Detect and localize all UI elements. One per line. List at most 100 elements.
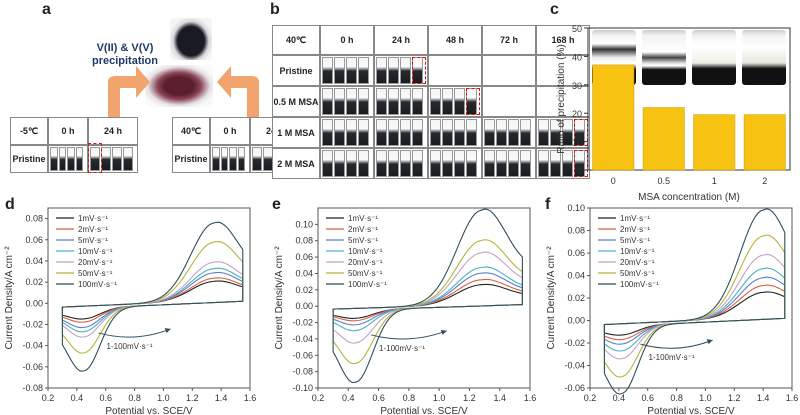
vial-photo-05 [642, 30, 686, 85]
legend-label: 10mV·s⁻¹ [348, 247, 383, 256]
x-axis-label: MSA concentration (M) [638, 192, 740, 203]
legend-label: 5mV·s⁻¹ [620, 236, 650, 245]
scan-arrow [98, 328, 171, 338]
legend-label: 100mV·s⁻¹ [78, 280, 117, 289]
legend-label: 10mV·s⁻¹ [620, 247, 655, 256]
table-b-time-header: 72 h [482, 25, 536, 55]
table-b-cell [536, 86, 590, 117]
x-tick-label: 0.6 [372, 393, 385, 403]
arrow-left-up [108, 66, 150, 118]
table-b-row3-vial [412, 150, 423, 177]
precip-highlight-box [412, 57, 426, 84]
y-tick-label: -0.04 [22, 341, 43, 351]
precip-title-line2: precipitation [91, 55, 158, 67]
y-tick-label: 0.02 [25, 277, 43, 287]
x-tick-label: 1.2 [463, 393, 476, 403]
x-tick-label: 1.4 [215, 393, 228, 403]
table-b-row3-vial [442, 150, 453, 177]
arrow-right-up [217, 66, 259, 118]
vial-photo-1 [692, 30, 736, 85]
y-tick-label: -0.06 [564, 383, 585, 393]
table-b-row0-vial [334, 57, 345, 84]
legend-label: 2mV·s⁻¹ [620, 225, 650, 234]
table-b-row2-vial [538, 119, 549, 146]
scan-arrow [640, 339, 713, 349]
table-a1-0h-vial [212, 147, 220, 171]
y-tick-label: 0.06 [25, 235, 43, 245]
table-b-row1-vial [388, 88, 399, 115]
y-tick-label: 0.06 [295, 252, 313, 262]
y-axis-label: Current Density/A cm⁻² [546, 246, 557, 350]
x-tick-label: 0.6 [641, 393, 654, 403]
table-b-time-header: 168 h [536, 25, 590, 55]
y-tick-label: 0.02 [295, 285, 313, 295]
panel-a-label: a [42, 1, 51, 18]
table-b-row2-vial [442, 119, 453, 146]
y-tick-label: 30 [572, 81, 582, 91]
table-b-row2-vial [346, 119, 357, 146]
cv-series-line [61, 221, 244, 372]
table-b-row1-vial [322, 88, 333, 115]
panel-b-label: b [270, 1, 280, 18]
table-b-row3-vial [496, 150, 507, 177]
table-b-row1-vial [412, 88, 423, 115]
table-a1-time-header: 0 h [210, 117, 250, 145]
legend-label: 5mV·s⁻¹ [78, 236, 108, 245]
y-tick-label: -0.08 [292, 367, 313, 377]
vial-photo-2 [742, 30, 786, 85]
y-tick-label: 50 [572, 24, 582, 34]
table-b-row2-vial [454, 119, 465, 146]
y-tick-label: 0.08 [295, 236, 313, 246]
y-tick-label: 0.08 [567, 226, 585, 236]
x-tick-label: 1.0 [157, 393, 170, 403]
legend-label: 2mV·s⁻¹ [78, 225, 108, 234]
table-b-row2-vial [376, 119, 387, 146]
table-b-row0-vial [346, 57, 357, 84]
table-b-row3-vial [358, 150, 369, 177]
y-tick-label: 0.00 [295, 301, 313, 311]
table-b-row0-vial [400, 57, 411, 84]
y-tick-label: 0.00 [25, 298, 43, 308]
table-b-row1-vial [454, 88, 465, 115]
y-tick-label: 0.10 [295, 219, 313, 229]
x-tick-label: 1.6 [786, 393, 799, 403]
table-b-row2-vial [388, 119, 399, 146]
y-axis-label: Current Density/A cm⁻² [4, 246, 15, 350]
y-tick-label: 10 [572, 138, 582, 148]
bar [642, 107, 685, 171]
panel-d-label: d [5, 196, 15, 213]
table-b-row1-vial [376, 88, 387, 115]
y-tick-label: 0.00 [567, 316, 585, 326]
x-tick-label: 1.2 [186, 393, 199, 403]
x-axis-label: Potential vs. SCE/V [380, 406, 468, 415]
cv-series-line [603, 234, 786, 378]
table-b-cell [428, 55, 482, 86]
table-b-row2-vial [496, 119, 507, 146]
y-tick-label: 0.08 [25, 214, 43, 224]
panel-c-label: c [550, 1, 559, 18]
table-b-row3-vial [430, 150, 441, 177]
chart-frame [317, 207, 531, 389]
y-tick-label: -0.08 [22, 383, 43, 393]
y-tick-label: 20 [572, 109, 582, 119]
chart-c-frame [587, 27, 791, 171]
table-b-row3-vial [550, 150, 561, 177]
y-tick-label: -0.10 [292, 383, 313, 393]
x-tick-label: 0.6 [99, 393, 112, 403]
table-b-row1-vial [400, 88, 411, 115]
table-a1-24h-vial [252, 147, 262, 171]
panel-a-title: V(II) & V(V) precipitation [80, 42, 170, 68]
y-tick-label: -0.02 [292, 318, 313, 328]
table-b-row0-vial [376, 57, 387, 84]
table-b-row2-vial [400, 119, 411, 146]
table-a0-24h-vial [90, 147, 100, 171]
table-a1-row-label: Pristine [172, 145, 210, 173]
legend-label: 1mV·s⁻¹ [620, 214, 650, 223]
table-b-cell [482, 55, 536, 86]
table-a0-24h-vial [123, 147, 133, 171]
table-b-row1-vial [442, 88, 453, 115]
y-tick-label: -0.06 [292, 350, 313, 360]
scan-arrow-head [706, 339, 713, 345]
